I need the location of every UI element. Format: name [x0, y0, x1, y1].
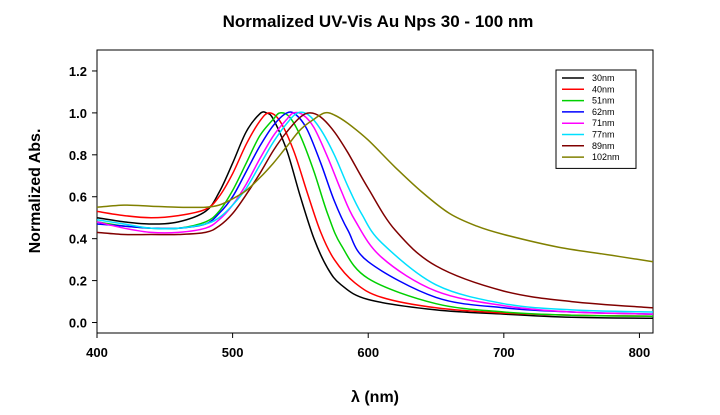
y-axis-label: Normalized Abs. [27, 129, 44, 254]
series-line-77nm [96, 111, 654, 313]
y-tick-label: 0.4 [69, 232, 88, 247]
legend-label: 30nm [592, 73, 615, 83]
x-tick-label: 500 [222, 345, 244, 360]
plot-frame [96, 49, 654, 334]
legend-label: 40nm [592, 84, 615, 94]
legend-label: 77nm [592, 130, 615, 140]
x-tick-label: 600 [357, 345, 379, 360]
series-line-40nm [96, 112, 654, 317]
legend-label: 102nm [592, 152, 620, 162]
x-tick-label: 800 [629, 345, 651, 360]
y-tick-label: 1.2 [69, 64, 87, 79]
y-tick-label: 0.2 [69, 274, 87, 289]
y-tick-label: 0.6 [69, 190, 87, 205]
y-tick-label: 0.8 [69, 148, 87, 163]
x-axis-label: λ (nm) [351, 389, 399, 406]
y-tick-label: 0.0 [69, 316, 87, 331]
axis-ticks: 400 500 600 700 800 0.0 0.2 0.4 0.6 0.8 1.0 1.2 [69, 64, 650, 360]
legend-label: 51nm [592, 96, 615, 106]
x-tick-label: 700 [493, 345, 515, 360]
y-tick-label: 1.0 [69, 106, 87, 121]
chart-title: Normalized UV-Vis Au Nps 30 - 100 nm [223, 12, 534, 31]
series-layer [96, 111, 654, 320]
series-line-71nm [96, 111, 654, 315]
legend-label: 89nm [592, 141, 615, 151]
series-line-89nm [96, 112, 654, 309]
legend-box [555, 69, 637, 169]
x-tick-label: 400 [86, 345, 108, 360]
series-line-102nm [96, 111, 654, 263]
legend-label: 71nm [592, 118, 615, 128]
legend-label: 62nm [592, 107, 615, 117]
